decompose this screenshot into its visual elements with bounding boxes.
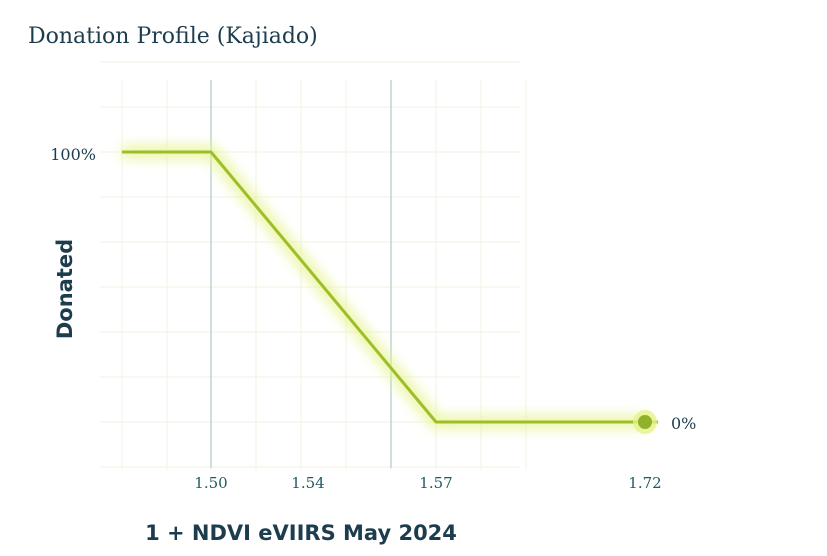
threshold-lines <box>210 80 392 468</box>
x-tick-label: 1.57 <box>419 474 452 492</box>
x-axis-label: 1 + NDVI eVIIRS May 2024 <box>145 521 457 545</box>
x-tick-label: 1.54 <box>291 474 324 492</box>
y-tick-label: 0% <box>671 414 696 433</box>
chart-title: Donation Profile (Kajiado) <box>28 24 318 49</box>
x-tick-label: 1.72 <box>628 474 661 492</box>
y-tick-label: 100% <box>50 145 96 164</box>
y-axis-label: Donated <box>53 238 77 340</box>
y-tick-labels: 100% 0% <box>50 145 696 433</box>
marker-layer <box>633 410 657 434</box>
end-marker <box>638 415 652 429</box>
x-tick-labels: 1.50 1.54 1.57 1.72 <box>194 474 661 492</box>
x-tick-label: 1.50 <box>194 474 227 492</box>
